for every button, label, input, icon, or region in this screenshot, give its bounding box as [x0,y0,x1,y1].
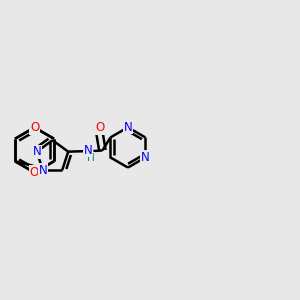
Text: N: N [124,121,132,134]
Text: O: O [30,166,39,179]
Text: O: O [30,121,39,134]
Text: O: O [96,122,105,134]
Text: N: N [32,145,41,158]
Text: H: H [87,153,94,163]
Text: N: N [84,144,93,157]
Text: N: N [38,164,47,177]
Text: N: N [141,151,150,164]
